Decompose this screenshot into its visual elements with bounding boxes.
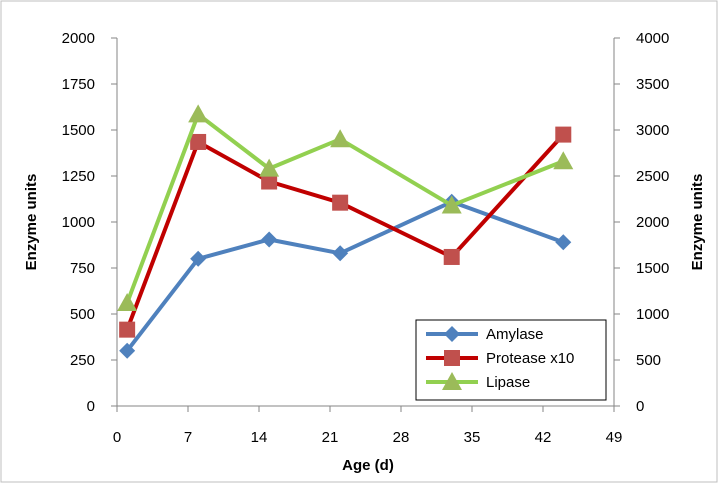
legend-swatch-marker-lipase <box>442 372 462 390</box>
series-layer <box>117 104 574 359</box>
data-point-protease-x10 <box>261 173 278 190</box>
series-line-lipase <box>125 112 565 304</box>
series-lipase <box>117 104 574 311</box>
y-tick-label-right: 3000 <box>636 122 669 139</box>
legend-entry-amylase: Amylase <box>426 326 544 343</box>
axes-layer: 0 250 500 750 1000 1250 1500 1750 2000 0 500 1000 15… <box>62 30 670 446</box>
x-tick-label: 28 <box>393 429 410 446</box>
data-point-protease-x10 <box>443 248 460 265</box>
y-tick-label-left: 0 <box>87 398 95 415</box>
y-tick-label-right: 1000 <box>636 306 669 323</box>
data-point-lipase <box>259 158 280 177</box>
data-point-amylase <box>261 231 278 248</box>
legend-swatch-marker-amylase <box>444 326 460 342</box>
data-point-lipase <box>330 129 351 148</box>
data-point-amylase <box>119 342 136 359</box>
legend: Amylase Protease x10 Lipase <box>415 319 607 401</box>
y-tick-label-right: 0 <box>636 398 644 415</box>
x-tick-label: 0 <box>113 429 121 446</box>
legend-entry-protease-x10: Protease x10 <box>426 350 574 367</box>
x-tick-label: 49 <box>606 429 623 446</box>
y-tick-label-right: 4000 <box>636 30 669 47</box>
series-protease-x10 <box>119 126 572 338</box>
data-point-protease-x10 <box>119 321 136 338</box>
y-tick-label-right: 2500 <box>636 168 669 185</box>
y-tick-label-right: 2000 <box>636 214 669 231</box>
y-axis-title-right: Enzyme units <box>689 174 706 271</box>
y-tick-label-right: 3500 <box>636 76 669 93</box>
y-tick-label-left: 750 <box>70 260 95 277</box>
data-point-amylase <box>332 245 349 262</box>
data-point-protease-x10 <box>332 194 349 211</box>
x-tick-label: 42 <box>535 429 552 446</box>
y-tick-label-right: 1500 <box>636 260 669 277</box>
data-point-amylase <box>555 234 572 251</box>
data-point-lipase <box>553 151 574 170</box>
x-axis-title: Age (d) <box>342 457 394 474</box>
legend-label-protease-x10: Protease x10 <box>486 350 574 367</box>
y-tick-label-left: 1000 <box>62 214 95 231</box>
data-point-lipase <box>188 104 209 123</box>
x-tick-label: 14 <box>251 429 268 446</box>
y-tick-label-left: 1750 <box>62 76 95 93</box>
x-tick-label: 35 <box>464 429 481 446</box>
series-line-amylase <box>125 199 564 353</box>
data-point-lipase <box>117 292 138 311</box>
x-tick-label: 7 <box>184 429 192 446</box>
data-point-protease-x10 <box>555 126 572 143</box>
legend-label-amylase: Amylase <box>486 326 544 343</box>
y-tick-label-left: 2000 <box>62 30 95 47</box>
series-amylase <box>119 193 572 359</box>
data-point-protease-x10 <box>190 133 207 150</box>
y-tick-label-left: 500 <box>70 306 95 323</box>
series-line-protease-x10 <box>125 133 565 331</box>
data-point-lipase <box>441 195 462 214</box>
data-point-amylase <box>190 250 207 267</box>
legend-label-lipase: Lipase <box>486 374 530 391</box>
y-tick-label-left: 1250 <box>62 168 95 185</box>
y-tick-label-left: 1500 <box>62 122 95 139</box>
y-tick-label-left: 250 <box>70 352 95 369</box>
legend-entry-lipase: Lipase <box>426 372 530 391</box>
y-tick-label-right: 500 <box>636 352 661 369</box>
y-axis-title-left: Enzyme units <box>23 174 40 271</box>
x-tick-label: 21 <box>322 429 339 446</box>
legend-swatch-marker-protease-x10 <box>444 350 460 366</box>
